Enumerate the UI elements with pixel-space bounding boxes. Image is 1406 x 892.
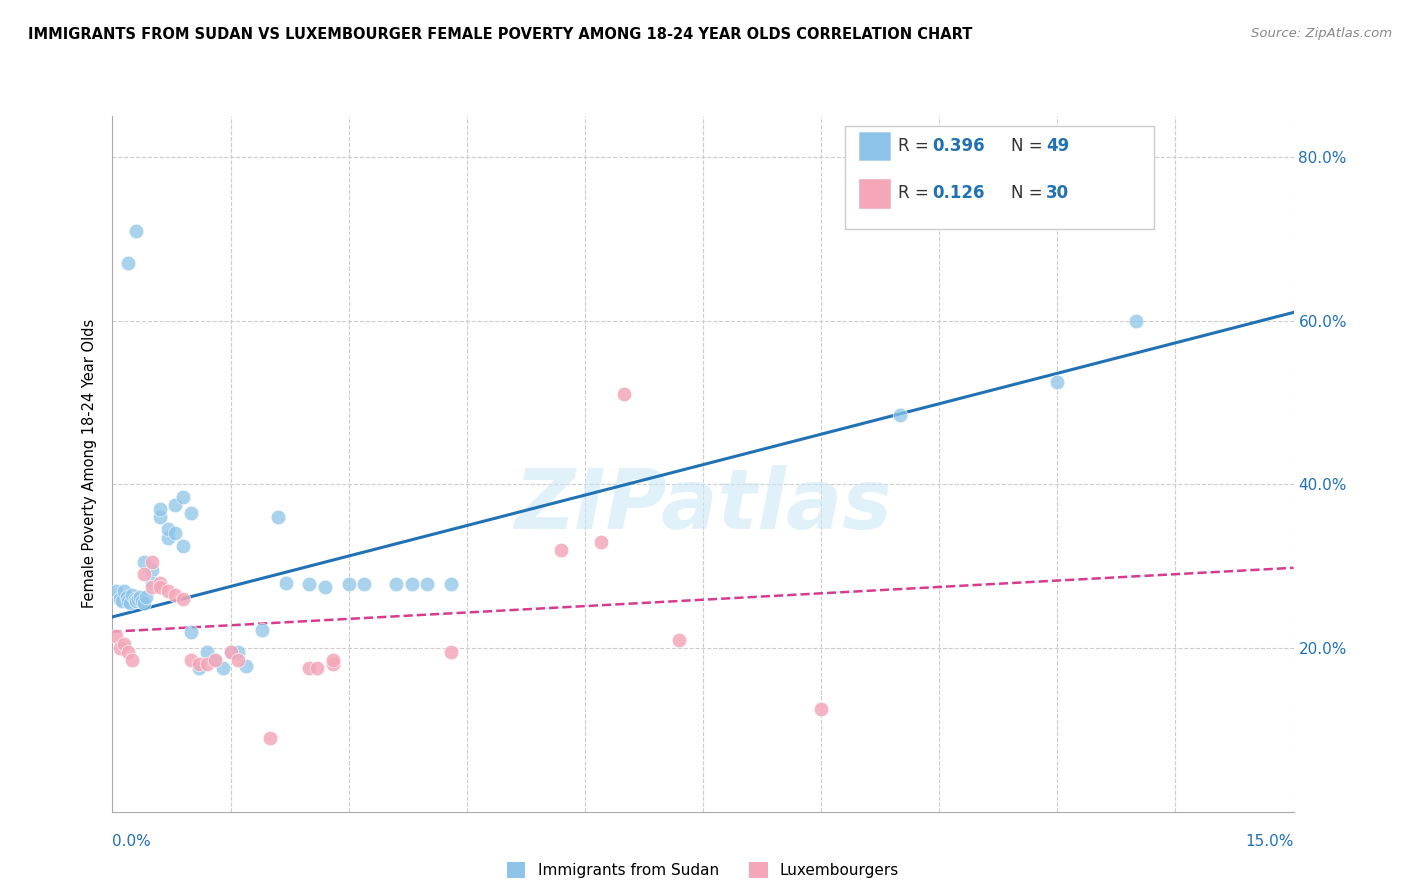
Point: [117, 593, 139, 607]
Point: [401, 577, 423, 591]
Point: [110, 640, 132, 655]
Text: N =: N =: [1011, 185, 1047, 202]
Text: R =: R =: [898, 185, 934, 202]
Text: 0.396: 0.396: [932, 137, 984, 155]
Point: [141, 563, 163, 577]
Point: [127, 591, 149, 606]
Point: [112, 583, 135, 598]
Point: [180, 653, 202, 667]
Point: [172, 591, 194, 606]
Point: [165, 588, 187, 602]
Point: [180, 506, 202, 520]
Point: [149, 510, 172, 524]
Point: [172, 490, 194, 504]
Point: [125, 223, 148, 237]
Point: [298, 661, 321, 675]
Point: [211, 661, 233, 675]
Legend: Immigrants from Sudan, Luxembourgers: Immigrants from Sudan, Luxembourgers: [501, 856, 905, 884]
Point: [117, 645, 139, 659]
Point: [267, 510, 290, 524]
Point: [314, 580, 336, 594]
Point: [195, 645, 218, 659]
Point: [322, 653, 344, 667]
Point: [156, 531, 179, 545]
Point: [307, 661, 329, 675]
Text: 15.0%: 15.0%: [1246, 834, 1294, 849]
Point: [156, 522, 179, 536]
Point: [111, 593, 134, 607]
Point: [416, 577, 439, 591]
Text: 30: 30: [1046, 185, 1069, 202]
Point: [228, 653, 250, 667]
Point: [613, 387, 636, 401]
Point: [250, 623, 273, 637]
Point: [440, 577, 463, 591]
Point: [219, 645, 242, 659]
Point: [259, 731, 281, 745]
Text: 49: 49: [1046, 137, 1069, 155]
Point: [180, 624, 202, 639]
Y-axis label: Female Poverty Among 18-24 Year Olds: Female Poverty Among 18-24 Year Olds: [82, 319, 97, 608]
Point: [110, 591, 132, 606]
Point: [112, 637, 135, 651]
Point: [1125, 313, 1147, 327]
Point: [131, 593, 153, 607]
Point: [141, 555, 163, 569]
Point: [274, 575, 297, 590]
Point: [385, 577, 408, 591]
Point: [149, 580, 172, 594]
Point: [149, 575, 172, 590]
Point: [228, 645, 250, 659]
Point: [204, 653, 226, 667]
Point: [132, 596, 155, 610]
Point: [195, 657, 218, 672]
Text: IMMIGRANTS FROM SUDAN VS LUXEMBOURGER FEMALE POVERTY AMONG 18-24 YEAR OLDS CORRE: IMMIGRANTS FROM SUDAN VS LUXEMBOURGER FE…: [28, 27, 973, 42]
Point: [156, 583, 179, 598]
Point: [149, 501, 172, 516]
Point: [1046, 375, 1069, 389]
Point: [117, 256, 139, 270]
Point: [141, 575, 163, 590]
Point: [121, 653, 143, 667]
Point: [219, 645, 242, 659]
Point: [132, 567, 155, 582]
Point: [550, 542, 572, 557]
Text: 0.0%: 0.0%: [112, 834, 152, 849]
Text: 0.126: 0.126: [932, 185, 984, 202]
Text: N =: N =: [1011, 137, 1047, 155]
Point: [115, 591, 138, 605]
Text: R =: R =: [898, 137, 934, 155]
Point: [141, 580, 163, 594]
Point: [105, 629, 128, 643]
Point: [188, 657, 211, 672]
Point: [298, 577, 321, 591]
Point: [188, 661, 211, 675]
Point: [353, 577, 375, 591]
Point: [129, 591, 152, 605]
Point: [118, 596, 141, 610]
Point: [125, 593, 148, 607]
Point: [337, 577, 360, 591]
Point: [889, 408, 911, 422]
Point: [589, 534, 612, 549]
Text: ZIPatlas: ZIPatlas: [515, 465, 891, 546]
Point: [165, 498, 187, 512]
Point: [322, 657, 344, 672]
Point: [135, 591, 157, 605]
Point: [124, 591, 146, 606]
Point: [105, 583, 128, 598]
Point: [132, 555, 155, 569]
Point: [440, 645, 463, 659]
Point: [121, 588, 143, 602]
Point: [668, 632, 690, 647]
Point: [165, 526, 187, 541]
Point: [204, 653, 226, 667]
Text: Source: ZipAtlas.com: Source: ZipAtlas.com: [1251, 27, 1392, 40]
Point: [172, 539, 194, 553]
Point: [810, 702, 832, 716]
Point: [235, 659, 257, 673]
